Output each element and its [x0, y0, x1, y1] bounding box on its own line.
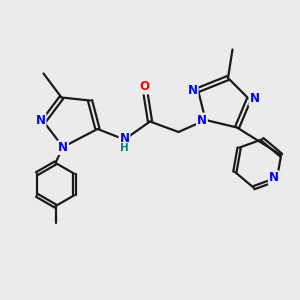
Text: N: N — [269, 171, 279, 184]
Text: N: N — [197, 113, 207, 127]
Text: N: N — [58, 141, 68, 154]
Text: H: H — [120, 143, 129, 153]
Text: O: O — [139, 80, 149, 94]
Text: N: N — [35, 113, 46, 127]
Text: N: N — [188, 83, 198, 97]
Text: N: N — [119, 131, 130, 145]
Text: N: N — [249, 92, 260, 106]
